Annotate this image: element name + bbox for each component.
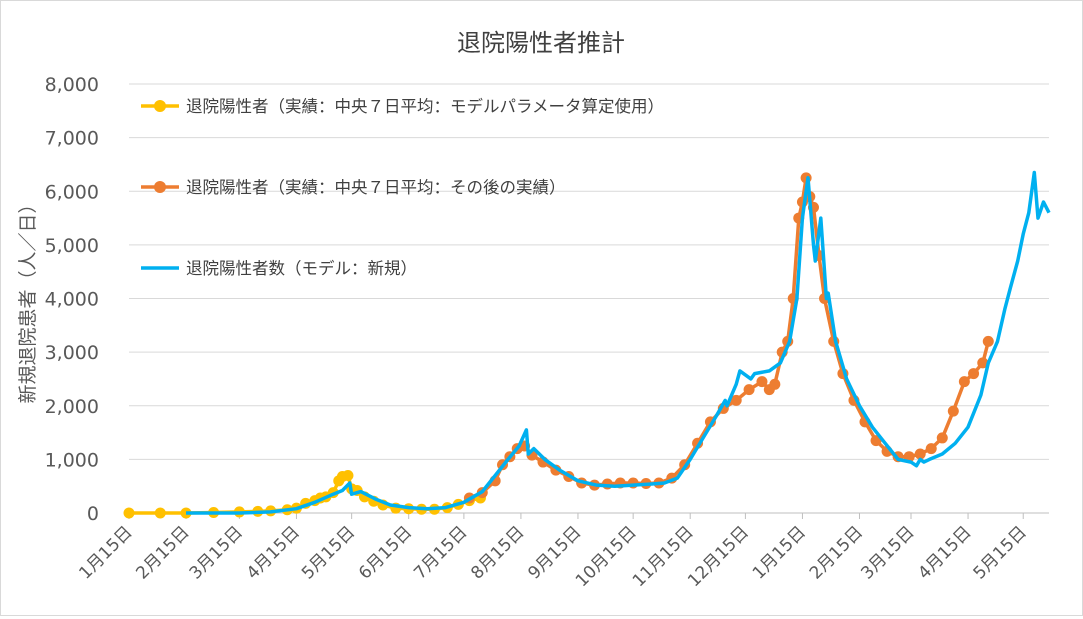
y-tick-label: 4,000 xyxy=(45,289,99,311)
y-tick-label: 3,000 xyxy=(45,342,99,364)
data-point xyxy=(958,376,970,388)
x-tick-label: 6月15日 xyxy=(355,522,416,583)
x-tick-label: 10月15日 xyxy=(572,522,641,591)
data-point xyxy=(730,394,742,406)
y-tick-label: 8,000 xyxy=(45,74,99,96)
legend-label: 退院陽性者（実績：中央７日平均：モデルパラメータ算定使用） xyxy=(186,96,664,116)
y-tick-label: 5,000 xyxy=(45,235,99,257)
x-tick-label: 8月15日 xyxy=(467,522,528,583)
y-tick-label: 7,000 xyxy=(45,128,99,150)
x-tick-label: 4月15日 xyxy=(243,522,304,583)
x-tick-label: 5月15日 xyxy=(970,522,1031,583)
x-tick-label: 1月15日 xyxy=(75,522,136,583)
legend-entry-3: 退院陽性者数（モデル：新規） xyxy=(141,258,417,278)
series-3 xyxy=(186,170,1051,515)
data-point xyxy=(925,443,937,455)
x-tick-label: 12月15日 xyxy=(684,522,753,591)
data-point xyxy=(914,448,926,460)
series-2 xyxy=(463,172,994,504)
y-tick-label: 2,000 xyxy=(45,396,99,418)
chart-title: 退院陽性者推計 xyxy=(457,29,625,57)
gridlines xyxy=(129,83,1049,514)
plot-series xyxy=(123,170,1051,519)
y-axis-label: 新規退院患者（人／日） xyxy=(17,194,39,403)
legend-swatch-marker xyxy=(154,181,166,193)
data-point xyxy=(123,507,135,519)
legend-label: 退院陽性者（実績：中央７日平均：その後の実績） xyxy=(186,178,566,197)
data-point xyxy=(977,357,989,369)
data-point xyxy=(769,378,781,390)
data-point xyxy=(756,376,768,388)
x-tick-label: 7月15日 xyxy=(410,522,471,583)
data-point xyxy=(342,469,354,481)
data-point xyxy=(982,335,994,347)
legend-entry-2: 退院陽性者（実績：中央７日平均：その後の実績） xyxy=(141,178,566,197)
series-line xyxy=(186,170,1051,515)
legend-entry-1: 退院陽性者（実績：中央７日平均：モデルパラメータ算定使用） xyxy=(141,96,664,116)
x-tick-label: 3月15日 xyxy=(857,522,918,583)
data-point xyxy=(743,384,755,396)
series-line xyxy=(468,176,990,500)
y-tick-label: 6,000 xyxy=(45,181,99,203)
series-1 xyxy=(123,469,486,519)
x-tick-label: 4月15日 xyxy=(914,522,975,583)
y-tick-label: 1,000 xyxy=(45,449,99,471)
data-point xyxy=(968,368,980,380)
data-point xyxy=(154,507,166,519)
y-tick-label: 0 xyxy=(87,503,99,525)
x-axis: 1月15日2月15日3月15日4月15日5月15日6月15日7月15日8月15日… xyxy=(75,512,1049,591)
x-tick-label: 2月15日 xyxy=(132,522,193,583)
x-tick-label: 5月15日 xyxy=(298,522,359,583)
x-tick-label: 1月15日 xyxy=(749,522,810,583)
legend-label: 退院陽性者数（モデル：新規） xyxy=(186,258,417,278)
y-axis: 0 1,000 2,000 3,000 4,000 5,000 6,000 7,000 8,00… xyxy=(45,74,99,525)
x-tick-label: 3月15日 xyxy=(186,522,247,583)
data-point xyxy=(947,405,959,417)
x-tick-label: 2月15日 xyxy=(806,522,867,583)
data-point xyxy=(936,432,948,444)
legend: 退院陽性者（実績：中央７日平均：モデルパラメータ算定使用） 退院陽性者（実績：中央… xyxy=(141,96,664,278)
legend-swatch-marker xyxy=(154,100,166,112)
